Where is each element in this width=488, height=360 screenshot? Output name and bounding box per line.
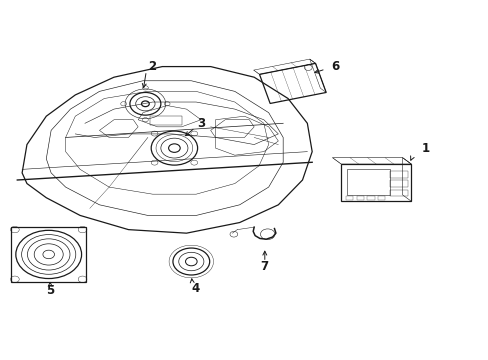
Bar — [346, 196, 352, 200]
Bar — [389, 190, 407, 196]
Bar — [389, 171, 407, 177]
Bar — [346, 169, 389, 195]
Bar — [389, 180, 407, 187]
Text: 5: 5 — [46, 284, 54, 297]
Bar — [356, 196, 363, 200]
Text: 4: 4 — [191, 282, 199, 294]
Text: 6: 6 — [330, 60, 339, 73]
Bar — [341, 164, 410, 201]
Text: 2: 2 — [148, 60, 156, 73]
Text: 7: 7 — [260, 260, 268, 273]
Text: 3: 3 — [197, 117, 204, 130]
Bar — [150, 116, 181, 125]
Text: 1: 1 — [421, 141, 429, 154]
Bar — [366, 196, 374, 200]
Bar — [377, 196, 385, 200]
Bar — [11, 227, 86, 282]
